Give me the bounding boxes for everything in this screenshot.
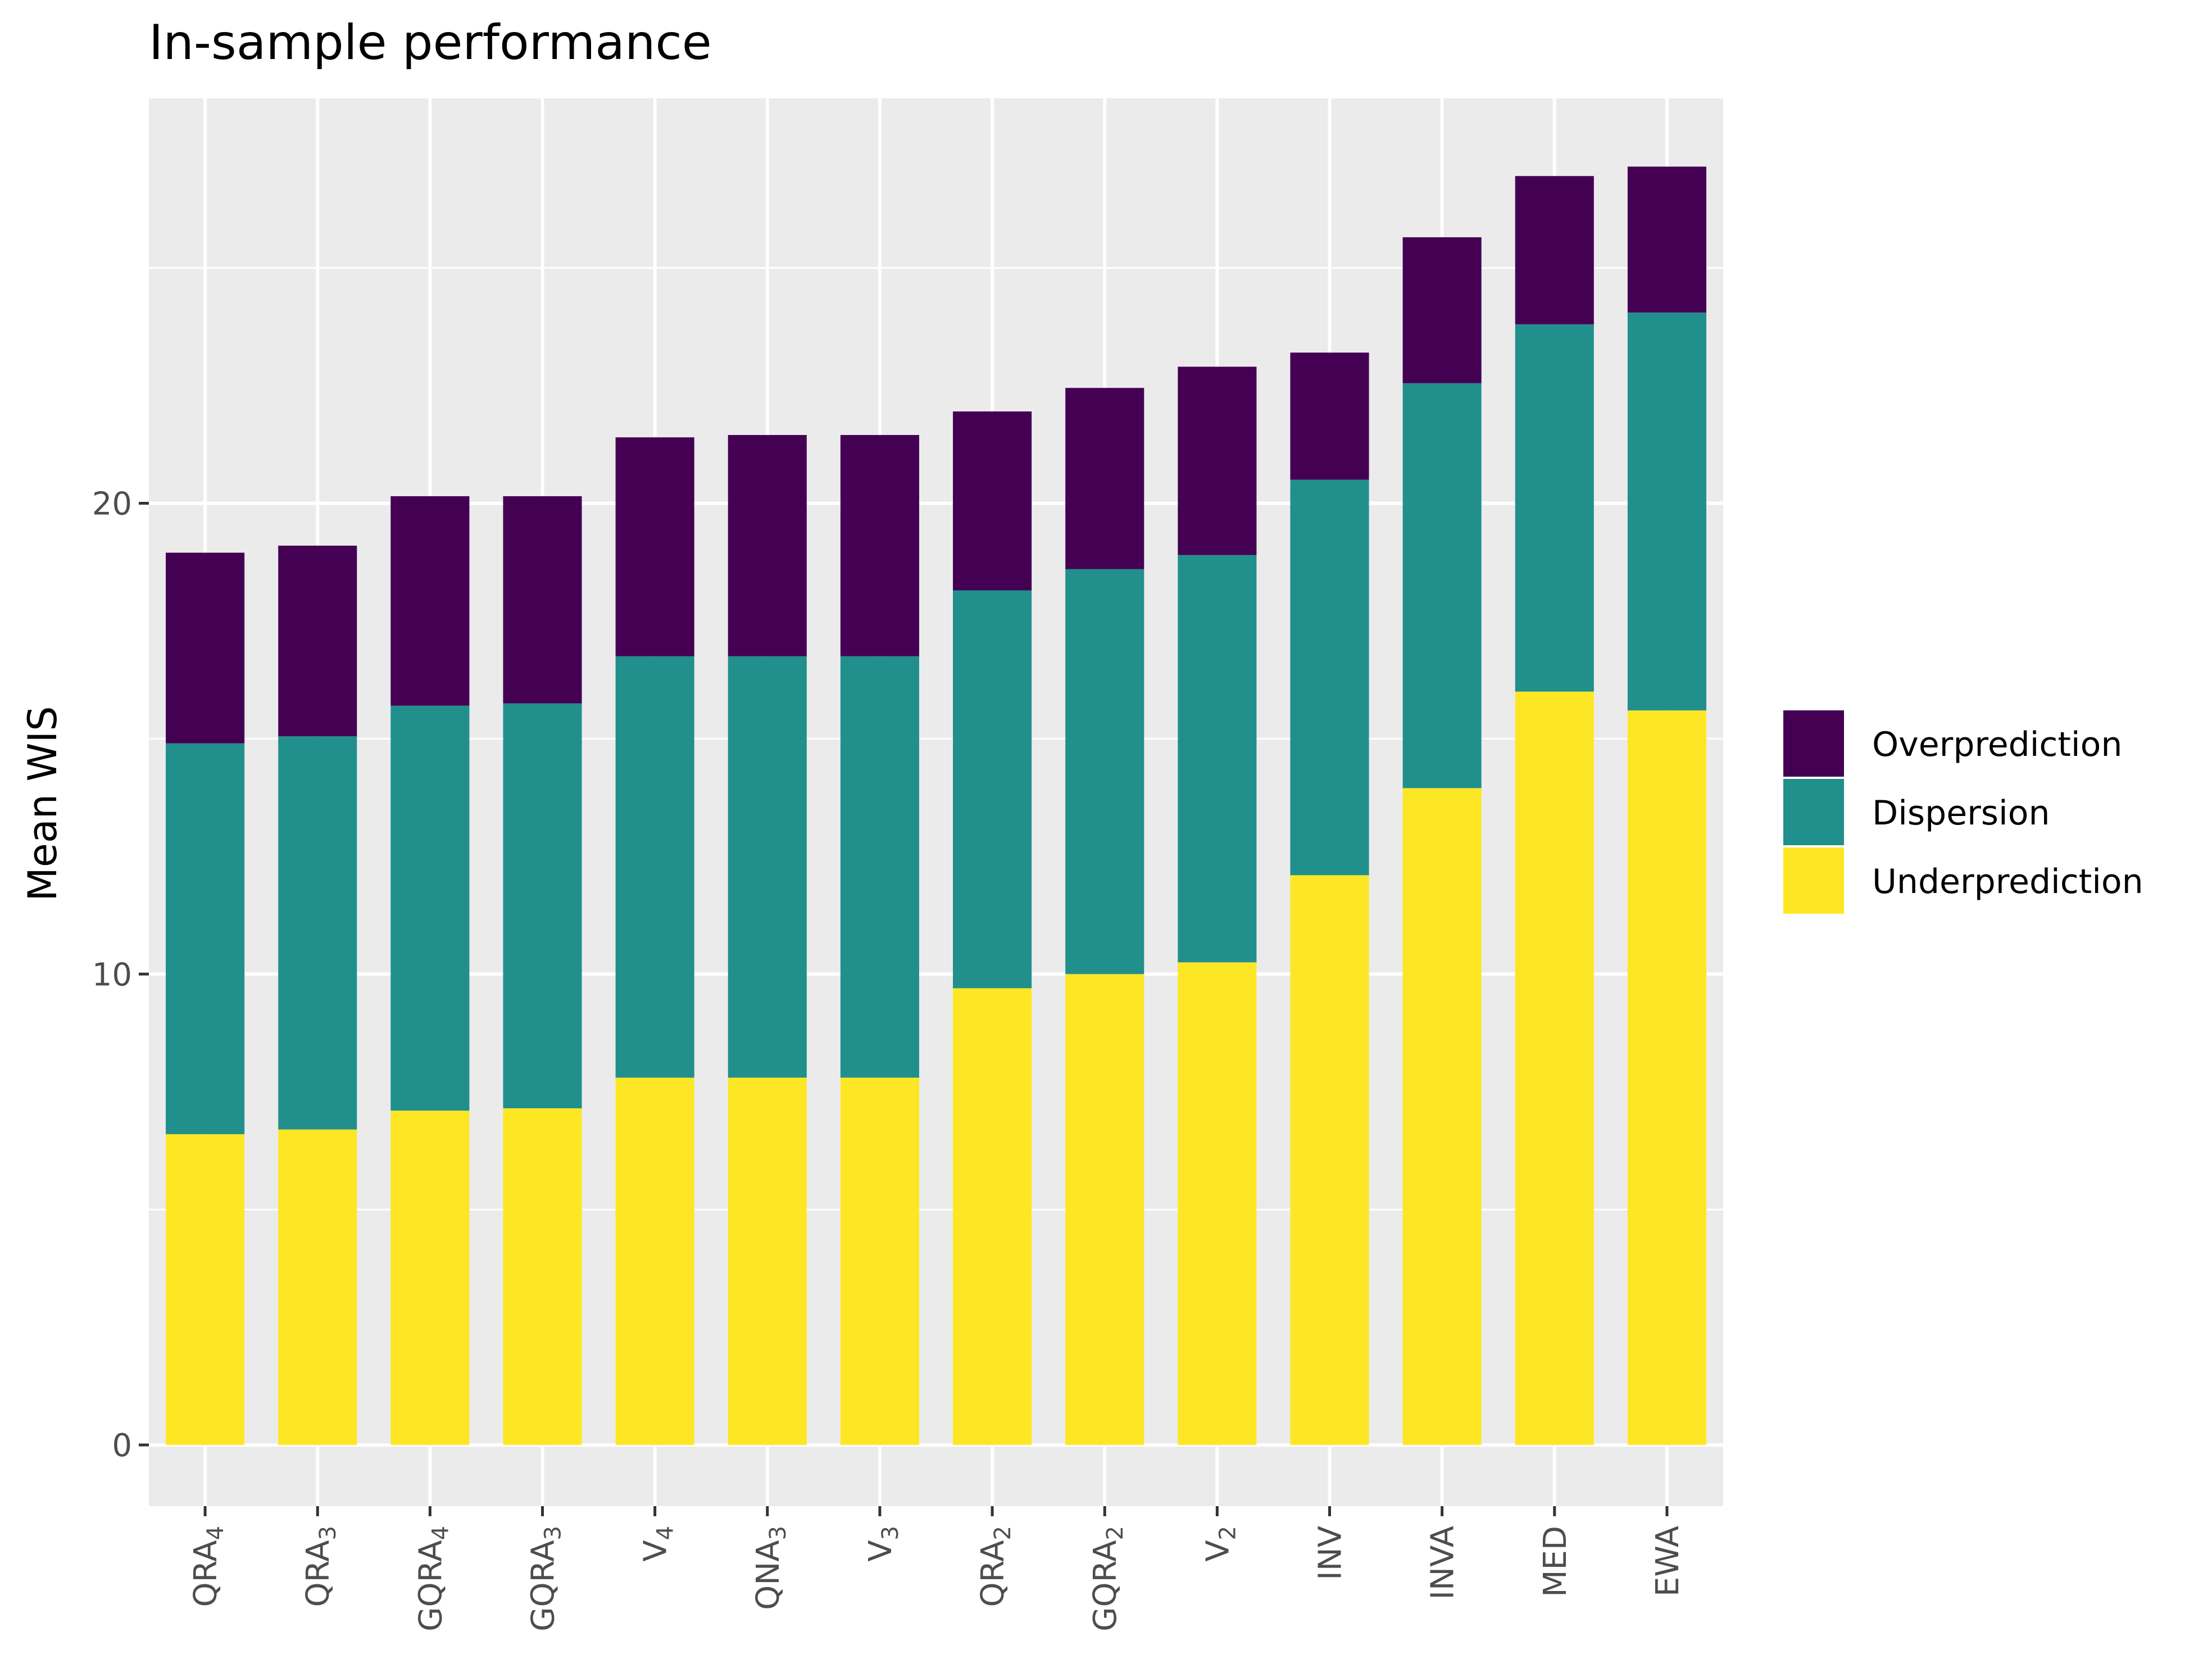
x-tick-label: EWA [1650, 1526, 1686, 1597]
x-tick-label-base: INV [1312, 1526, 1349, 1580]
x-tick-label-base: V [1200, 1540, 1236, 1561]
x-tick-label: V2 [1200, 1526, 1241, 1562]
legend-key-dispersion [1781, 777, 1846, 847]
bar-dispersion [1627, 312, 1706, 711]
bar-underprediction [728, 1077, 807, 1445]
x-tick-label-subscript: 3 [765, 1526, 791, 1540]
bar-dispersion [1515, 324, 1594, 692]
x-tick-label: QRA2 [975, 1526, 1016, 1607]
x-tick-label-base: V [862, 1540, 899, 1561]
bar-dispersion [728, 656, 807, 1078]
legend-label-dispersion: Dispersion [1872, 794, 2050, 833]
bar-overprediction [390, 496, 470, 706]
x-tick-label-subscript: 4 [428, 1526, 453, 1540]
bar-overprediction [1402, 237, 1482, 383]
bar-overprediction [1290, 352, 1369, 480]
legend-label-overprediction: Overprediction [1872, 725, 2122, 764]
x-tick-label-base: GQRA [412, 1540, 449, 1631]
bar-underprediction [390, 1110, 470, 1445]
bar-underprediction [503, 1108, 582, 1445]
x-tick-label: INVA [1425, 1526, 1461, 1599]
x-tick-label-base: GQRA [525, 1540, 562, 1631]
bar-overprediction [166, 552, 245, 744]
bars [166, 166, 1706, 1445]
chart-title: In-sample performance [149, 15, 712, 71]
bar-dispersion [1178, 555, 1257, 963]
x-tick-label-base: GQRA [1087, 1540, 1124, 1631]
bar-overprediction [953, 411, 1032, 591]
x-tick-label: QNA3 [750, 1526, 791, 1610]
bar-overprediction [1065, 388, 1144, 569]
bar-dispersion [840, 656, 919, 1078]
x-tick-label: INV [1312, 1526, 1349, 1580]
x-tick-label: MED [1537, 1526, 1574, 1597]
x-tick-label: GQRA3 [525, 1526, 566, 1631]
x-tick-label-subscript: 3 [315, 1526, 341, 1540]
bar-underprediction [166, 1134, 245, 1445]
bar-underprediction [1402, 788, 1482, 1445]
bar-overprediction [1627, 166, 1706, 313]
bar-dispersion [278, 736, 357, 1130]
y-tick-label: 10 [92, 957, 132, 993]
x-tick-label-base: MED [1537, 1526, 1574, 1597]
bar-dispersion [615, 656, 694, 1078]
x-tick-label-subscript: 4 [653, 1526, 679, 1540]
x-tick-label-subscript: 3 [540, 1526, 566, 1540]
bar-overprediction [503, 496, 582, 704]
bar-dispersion [503, 703, 582, 1109]
bar-overprediction [728, 435, 807, 656]
y-axis: 0 10 20 [92, 486, 149, 1464]
bar-underprediction [840, 1077, 919, 1445]
x-tick-label: GQRA4 [412, 1526, 453, 1631]
plot-panel [149, 98, 1723, 1506]
bar-underprediction [953, 988, 1032, 1445]
legend-key-overprediction [1781, 708, 1846, 779]
bar-underprediction [1515, 691, 1594, 1445]
x-tick-label-base: V [638, 1540, 674, 1561]
bar-underprediction [1178, 962, 1257, 1445]
bar-underprediction [615, 1077, 694, 1445]
bar-dispersion [166, 743, 245, 1135]
legend: Overprediction Dispersion Underprediction [1781, 708, 2143, 916]
x-tick-label-base: QRA [188, 1540, 224, 1607]
bar-dispersion [953, 590, 1032, 989]
x-tick-label: V3 [862, 1526, 903, 1562]
bar-underprediction [1290, 875, 1369, 1445]
x-tick-label: GQRA2 [1087, 1526, 1128, 1631]
bar-overprediction [615, 437, 694, 656]
x-tick-label-base: EWA [1650, 1526, 1686, 1597]
x-tick-label: QRA3 [300, 1526, 341, 1607]
bar-dispersion [390, 705, 470, 1111]
legend-label-underprediction: Underprediction [1872, 862, 2143, 901]
bar-underprediction [1065, 974, 1144, 1445]
bar-overprediction [1178, 366, 1257, 555]
x-tick-label-subscript: 2 [990, 1526, 1016, 1540]
bar-dispersion [1402, 383, 1482, 788]
bar-dispersion [1065, 569, 1144, 974]
bar-dispersion [1290, 479, 1369, 876]
y-tick-label: 20 [92, 486, 132, 523]
legend-key-underprediction [1781, 845, 1846, 916]
bar-underprediction [1627, 710, 1706, 1445]
y-axis-title: Mean WIS [20, 706, 66, 901]
x-tick-label-base: QRA [975, 1540, 1011, 1607]
bar-overprediction [278, 545, 357, 737]
x-tick-label-subscript: 2 [1215, 1526, 1241, 1540]
bar-overprediction [840, 435, 919, 656]
bar-underprediction [278, 1129, 357, 1445]
y-tick-label: 0 [112, 1427, 132, 1464]
x-tick-label-subscript: 3 [878, 1526, 903, 1540]
x-tick-label: QRA4 [188, 1526, 229, 1607]
x-tick-label-base: INVA [1425, 1526, 1461, 1599]
x-tick-label-base: QNA [750, 1540, 787, 1610]
x-tick-label-subscript: 2 [1102, 1526, 1128, 1540]
x-tick-label-base: QRA [300, 1540, 337, 1607]
bar-overprediction [1515, 176, 1594, 325]
x-tick-label: V4 [638, 1526, 679, 1562]
x-tick-label-subscript: 4 [203, 1526, 229, 1540]
